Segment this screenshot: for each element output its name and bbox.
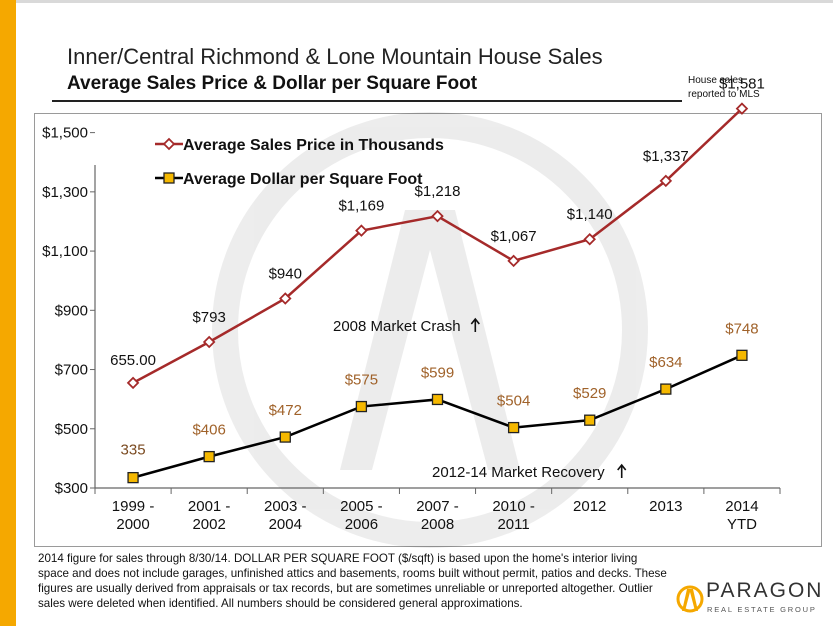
x-tick-label-line-1: 2005 -: [340, 498, 383, 515]
footnote: 2014 figure for sales through 8/30/14. D…: [38, 552, 667, 610]
logo-tagline: REAL ESTATE GROUP: [707, 605, 817, 614]
sqft-marker: [279, 431, 291, 443]
sqft-marker: [660, 383, 672, 395]
legend-sqft-label: Average Dollar per Square Foot: [183, 171, 423, 188]
x-tick-label: 2012: [573, 498, 606, 515]
x-tick-label-line-2: 2004: [269, 516, 302, 533]
x-tick-label: 2003 -2004: [264, 498, 307, 533]
sqft-marker: [355, 400, 368, 413]
annotation-market-crash-arrow-head: [470, 317, 480, 325]
sqft-marker: [507, 421, 520, 434]
price-data-label: $793: [192, 309, 225, 326]
legend-price-label: Average Sales Price in Thousands: [183, 137, 444, 154]
page-subtitle: Average Sales Price & Dollar per Square …: [67, 73, 478, 94]
price-data-label: $1,337: [643, 148, 689, 165]
y-tick-label: $1,100: [42, 243, 88, 260]
data-markers: [126, 102, 749, 484]
x-tick-label: 2007 -2008: [416, 498, 459, 533]
x-tick-label-line-2: 2011: [497, 516, 529, 533]
sqft-data-label: $599: [421, 364, 454, 381]
price-marker: [735, 102, 749, 115]
sqft-data-label: $529: [573, 385, 606, 402]
sqft-data-label: $634: [649, 354, 682, 371]
x-tick-label: 2001 -2002: [188, 498, 231, 533]
source-note: House sales reported to MLS: [688, 74, 760, 102]
price-data-label: $1,169: [338, 198, 384, 215]
x-tick-label: 2013: [649, 498, 682, 515]
accent-bar: [0, 0, 16, 626]
logo-name: PARAGON: [706, 579, 824, 602]
price-marker: [279, 292, 292, 305]
y-tick-label: $1,500: [42, 125, 88, 142]
x-tick-label-line-1: 2013: [649, 498, 682, 515]
annotation-market-crash: 2008 Market Crash: [333, 318, 461, 335]
sqft-marker: [736, 349, 748, 361]
legend: Average Sales Price in Thousands Average …: [155, 137, 444, 188]
price-marker: [583, 232, 596, 246]
sqft-marker: [127, 471, 139, 484]
sqft-marker: [203, 450, 215, 463]
price-data-label: $1,067: [491, 228, 537, 245]
sqft-data-label: $406: [192, 422, 225, 439]
axes: $300 $500 $700 $900 $1,100 $1,300 $1,500 1999 -…: [42, 125, 781, 533]
x-tick-label: 1999 -2000: [112, 498, 155, 533]
paragon-logo-icon: [676, 585, 704, 613]
sqft-marker: [431, 393, 444, 406]
x-tick-label-line-1: 2001 -: [188, 498, 231, 515]
price-marker: [202, 335, 216, 349]
price-data-label: $1,218: [415, 183, 461, 200]
price-data-label: $1,581: [719, 76, 765, 93]
source-note-line-2: reported to MLS: [688, 89, 760, 100]
price-marker: [659, 174, 673, 188]
paragon-logo: PARAGON REAL ESTATE GROUP: [676, 575, 826, 621]
y-tick-label: $900: [55, 302, 88, 319]
annotations: 2008 Market Crash 2012-14 Market Recovery: [333, 317, 627, 481]
price-marker: [431, 209, 444, 223]
annotation-market-recovery-arrow-head: [617, 463, 627, 471]
x-tick-label: 2010 -2011: [492, 498, 535, 533]
y-tick-label: $1,300: [42, 184, 88, 201]
sqft-marker: [584, 414, 596, 426]
price-data-label: 655.00: [110, 352, 156, 369]
y-tick-label: $300: [55, 480, 88, 497]
x-tick-label-line-1: 2014: [725, 498, 758, 515]
price-marker: [355, 224, 368, 237]
sqft-data-label: $504: [497, 393, 530, 410]
y-tick-label: $700: [55, 362, 88, 379]
y-tick-label: $500: [55, 421, 88, 438]
x-tick-label-line-2: YTD: [727, 516, 757, 533]
price-data-label: $1,140: [567, 206, 613, 223]
top-border: [16, 0, 833, 3]
sqft-data-label: 335: [121, 442, 146, 459]
x-tick-label-line-2: 2000: [116, 516, 149, 533]
page-title: Inner/Central Richmond & Lone Mountain H…: [67, 44, 603, 69]
price-marker: [507, 254, 520, 268]
data-labels: 655.00 $793 $940 $1,169 $1,218 $1,067 $1,140 $1…: [110, 76, 765, 459]
sqft-data-label: $748: [725, 320, 758, 337]
title-divider: [52, 100, 682, 102]
x-tick-label-line-2: 2008: [421, 516, 454, 533]
source-note-line-1: House sales: [688, 75, 744, 86]
annotation-market-recovery: 2012-14 Market Recovery: [432, 464, 605, 481]
x-tick-label-line-1: 1999 -: [112, 498, 155, 515]
sqft-data-label: $472: [269, 402, 302, 419]
x-tick-label: 2005 -2006: [340, 498, 383, 533]
price-marker: [126, 376, 140, 390]
price-data-label: $940: [269, 265, 302, 282]
chart-frame: [34, 113, 822, 547]
x-tick-label: 2014 YTD: [725, 498, 758, 533]
x-tick-label-line-1: 2010 -: [492, 498, 535, 515]
x-tick-label-line-2: 2006: [345, 516, 378, 533]
x-tick-label-line-1: 2003 -: [264, 498, 307, 515]
x-tick-label-line-1: 2012: [573, 498, 606, 515]
sqft-data-label: $575: [345, 372, 378, 389]
legend-sqft-marker: [163, 172, 175, 184]
x-tick-label-line-2: 2002: [192, 516, 225, 533]
legend-price-marker: [162, 137, 176, 151]
x-tick-label-line-1: 2007 -: [416, 498, 459, 515]
